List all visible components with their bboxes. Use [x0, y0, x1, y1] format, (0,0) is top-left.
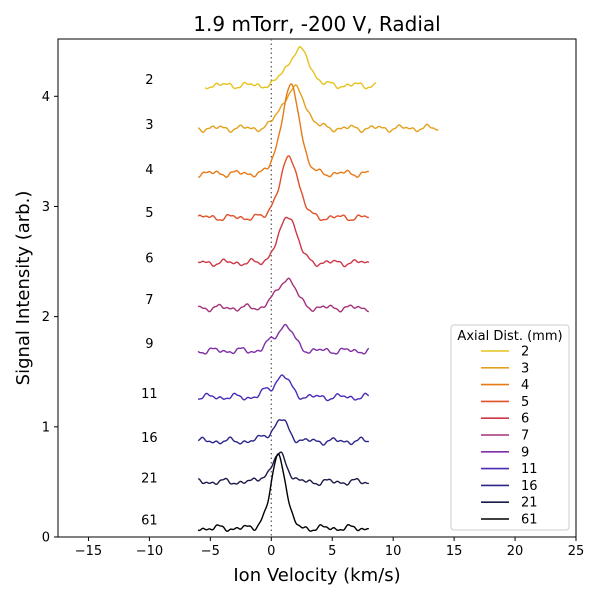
series-line-7 [197, 277, 370, 313]
series-line-16 [197, 419, 370, 446]
legend-label-7: 7 [521, 429, 529, 444]
plot-frame [57, 38, 577, 538]
trace-label-11: 11 [141, 387, 158, 402]
legend-title: Axial Dist. (mm) [457, 329, 562, 344]
legend-label-9: 9 [521, 445, 529, 460]
x-tick-label: 20 [507, 544, 524, 559]
series-line-4 [197, 83, 370, 178]
trace-label-16: 16 [141, 431, 158, 446]
legend-label-61: 61 [521, 513, 538, 528]
trace-label-21: 21 [141, 472, 158, 487]
trace-label-4: 4 [145, 163, 153, 178]
legend-box [450, 324, 570, 531]
chart-title: 1.9 mTorr, -200 V, Radial [193, 12, 440, 36]
trace-label-9: 9 [145, 337, 153, 352]
y-tick-label: 2 [42, 310, 50, 325]
legend-label-16: 16 [521, 479, 538, 494]
series-line-11 [197, 374, 370, 402]
trace-label-61: 61 [141, 513, 158, 528]
series-line-6 [197, 216, 370, 268]
x-tick-label: −15 [75, 544, 102, 559]
x-axis-title: Ion Velocity (km/s) [233, 565, 400, 586]
x-tick-label: 10 [385, 544, 402, 559]
x-tick-label: 0 [267, 544, 275, 559]
trace-label-3: 3 [145, 118, 153, 133]
y-axis-title: Signal Intensity (arb.) [13, 191, 34, 386]
series-line-3 [197, 84, 439, 133]
series-line-61 [197, 453, 370, 532]
trace-label-5: 5 [145, 206, 153, 221]
series-line-9 [197, 323, 370, 355]
x-tick-label: 15 [446, 544, 463, 559]
series-line-5 [197, 155, 370, 222]
series-line-2 [204, 46, 377, 90]
x-tick-label: −5 [201, 544, 220, 559]
legend-label-21: 21 [521, 496, 538, 511]
trace-label-7: 7 [145, 293, 153, 308]
legend-label-5: 5 [521, 395, 529, 410]
series-line-21 [197, 451, 370, 487]
trace-label-6: 6 [145, 251, 153, 266]
x-tick-label: 25 [568, 544, 585, 559]
legend-label-11: 11 [521, 462, 538, 477]
x-tick-label: 5 [328, 544, 336, 559]
y-tick-label: 4 [42, 90, 50, 105]
legend-label-3: 3 [521, 361, 529, 376]
trace-label-2: 2 [145, 73, 153, 88]
y-tick-label: 3 [42, 200, 50, 215]
y-tick-label: 0 [42, 531, 50, 546]
x-tick-label: −10 [136, 544, 163, 559]
y-tick-label: 1 [42, 420, 50, 435]
legend: Axial Dist. (mm)23 4 5 6 79 11 16 21 61 [450, 324, 570, 531]
legend-label-4: 4 [521, 378, 529, 393]
legend-label-6: 6 [521, 412, 529, 427]
legend-label-2: 2 [521, 345, 529, 360]
